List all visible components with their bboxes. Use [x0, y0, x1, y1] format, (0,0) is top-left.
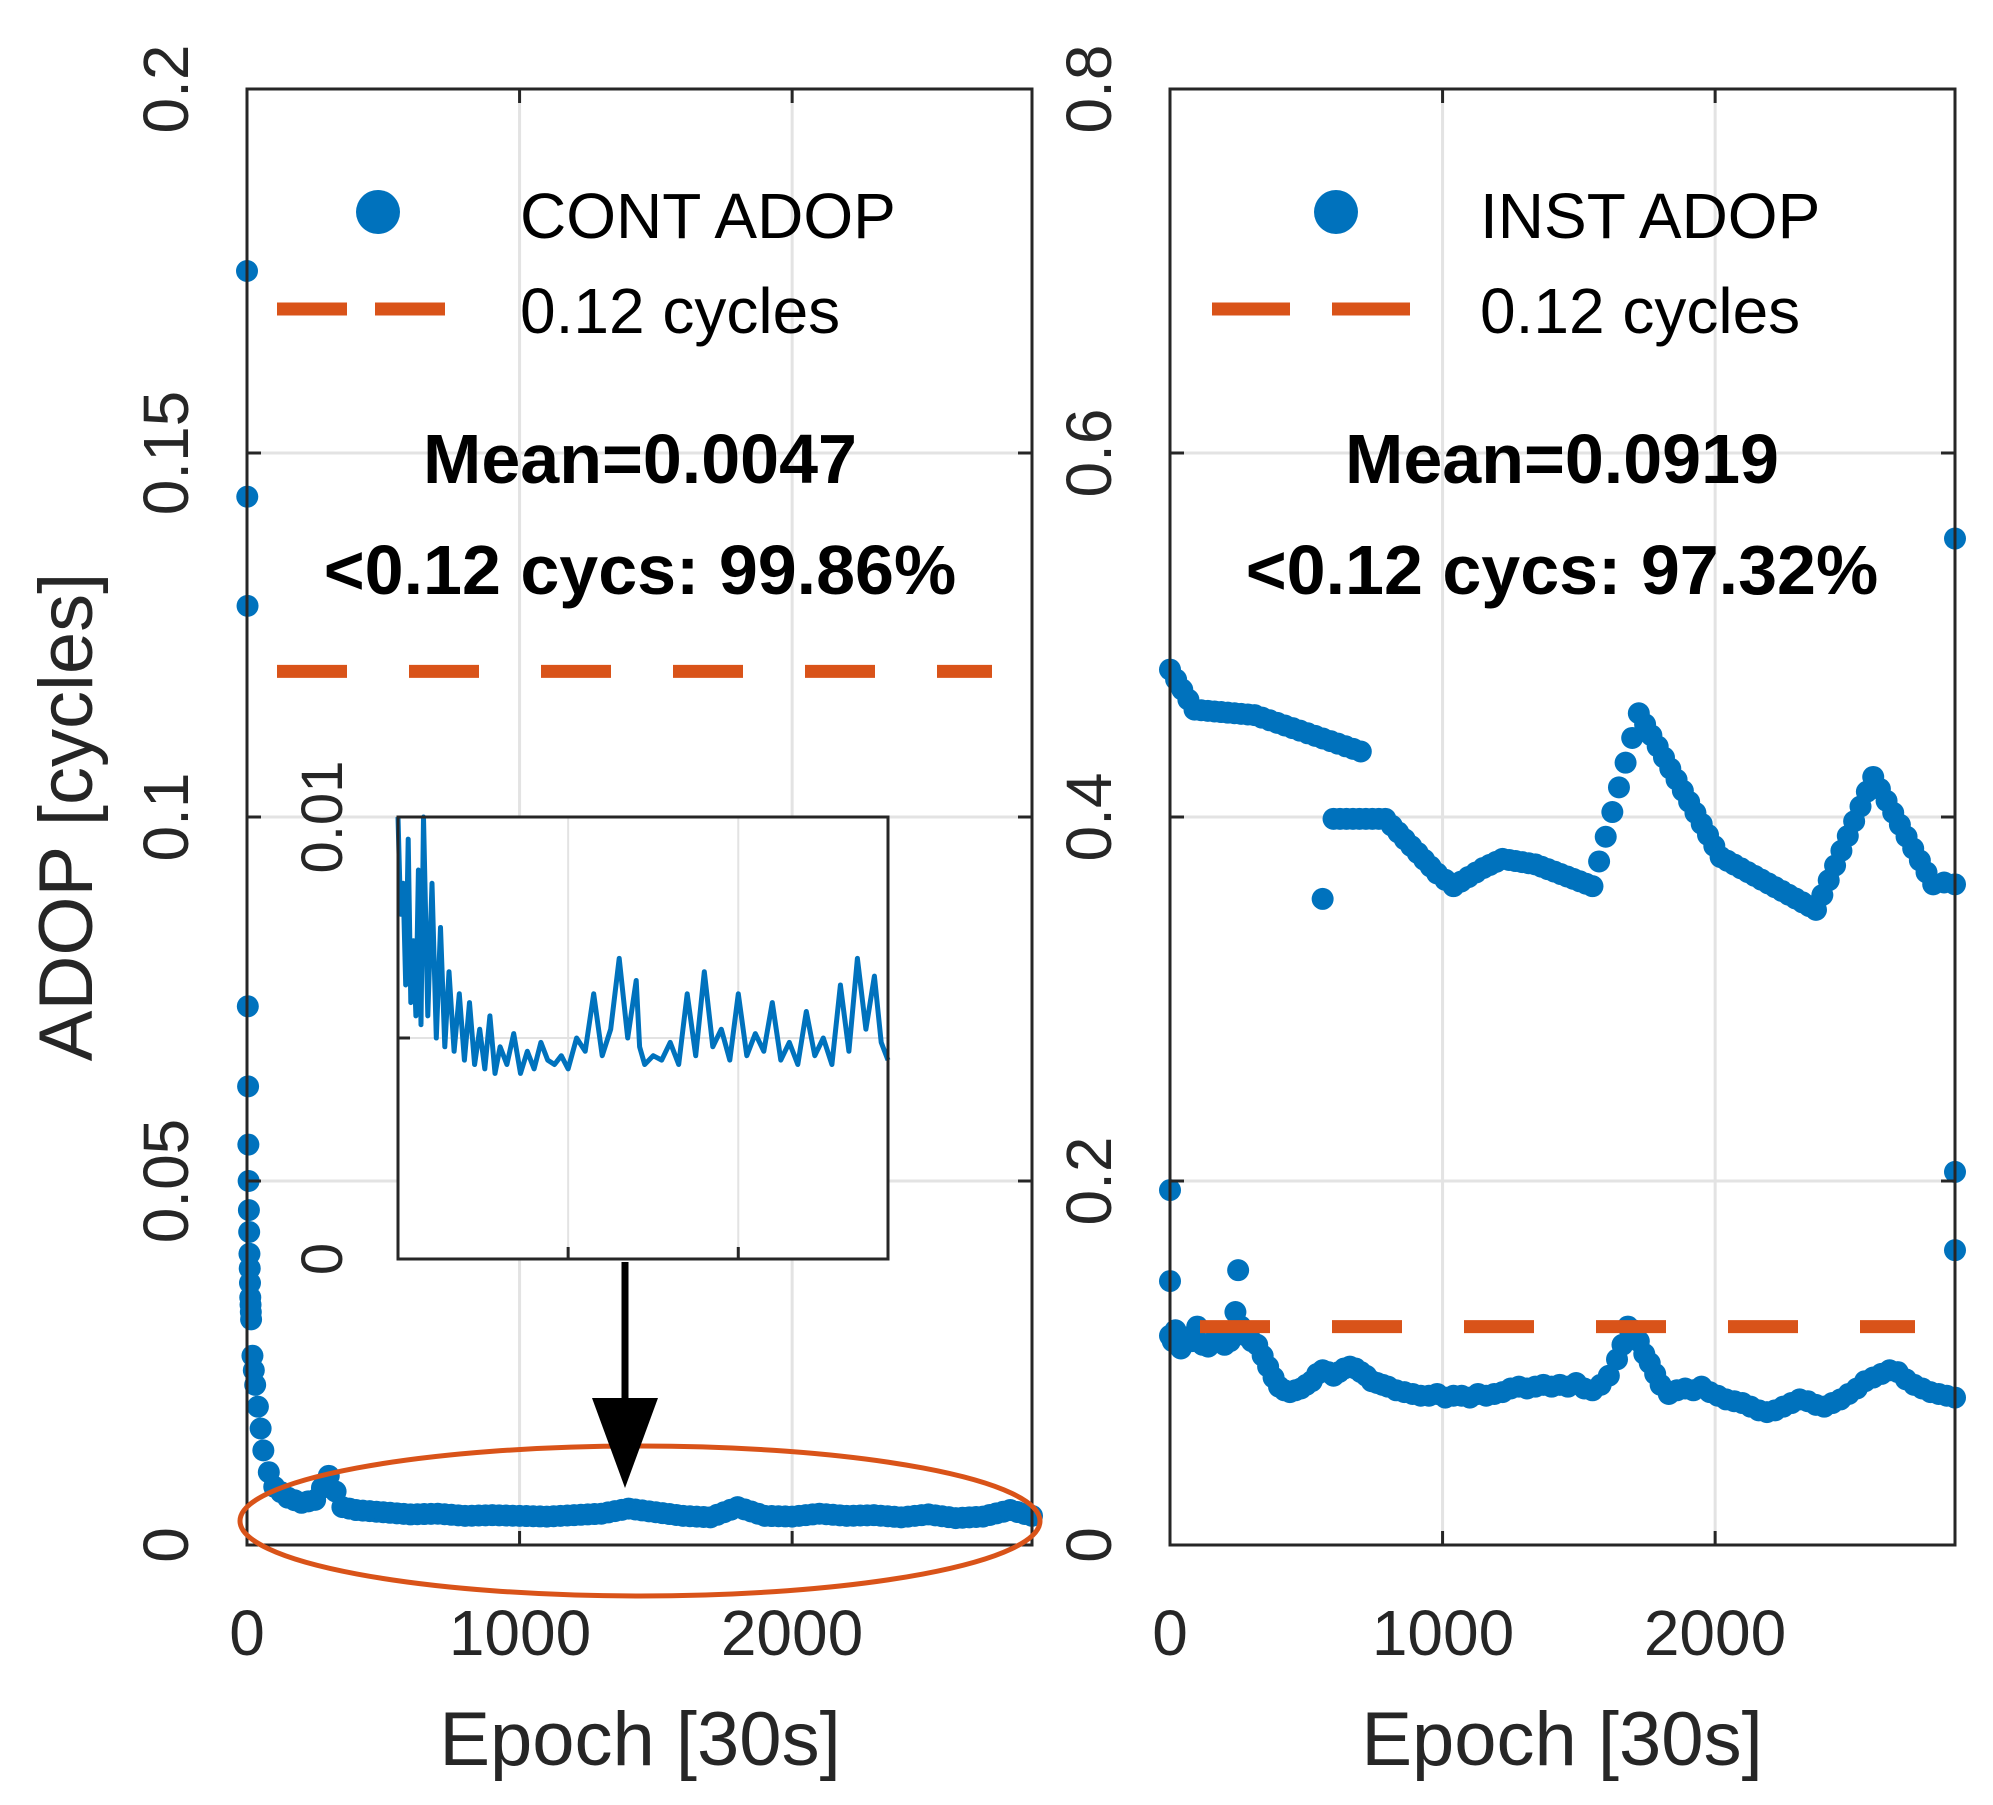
right-data-point — [1349, 740, 1372, 763]
right-ytick-2: 0.4 — [1053, 773, 1125, 862]
right-legend: INST ADOP 0.12 cycles — [1212, 180, 1820, 347]
right-ytick-3: 0.6 — [1053, 409, 1125, 498]
left-xtick-0: 0 — [229, 1597, 265, 1669]
inset-ytick-1: 0.01 — [290, 761, 355, 874]
left-data-marks — [236, 260, 1043, 1530]
left-data-point — [244, 1373, 267, 1396]
right-fraction-annotation: <0.12 cycs: 97.32% — [1246, 531, 1878, 609]
right-data-point — [1597, 1364, 1620, 1387]
right-tick-marks — [1168, 87, 1955, 1547]
inset-arrow-head — [592, 1398, 658, 1488]
right-data-point — [1594, 825, 1617, 848]
right-x-axis-label: Epoch [30s] — [1361, 1697, 1762, 1782]
inset-arrow — [592, 1262, 658, 1488]
left-ytick-1: 0.05 — [130, 1119, 202, 1244]
right-data-point — [1614, 751, 1637, 774]
left-legend: CONT ADOP 0.12 cycles — [277, 180, 896, 347]
inset-ytick-0: 0 — [290, 1243, 355, 1275]
left-fraction-annotation: <0.12 cycs: 99.86% — [324, 531, 956, 609]
left-data-point — [249, 1417, 272, 1440]
right-data-point — [1621, 726, 1644, 749]
left-tick-marks — [245, 87, 1032, 1547]
right-x-tick-labels: 0 1000 2000 — [1152, 1597, 1786, 1669]
left-xtick-1: 1000 — [449, 1597, 591, 1669]
left-data-point — [246, 1395, 269, 1418]
right-xtick-1: 1000 — [1372, 1597, 1514, 1669]
right-data-point — [1588, 850, 1611, 873]
right-legend-marker — [1314, 190, 1358, 234]
right-xtick-2: 2000 — [1644, 1597, 1786, 1669]
inset: 0 0.01 — [290, 761, 891, 1275]
left-legend-threshold-label: 0.12 cycles — [520, 275, 840, 347]
right-xtick-0: 0 — [1152, 1597, 1188, 1669]
right-y-tick-labels: 0 0.2 0.4 0.6 0.8 — [1053, 45, 1125, 1563]
left-y-axis-label: ADOP [cycles] — [24, 573, 109, 1062]
left-data-point — [238, 1220, 261, 1243]
left-legend-marker — [356, 190, 400, 234]
right-mean-annotation: Mean=0.0919 — [1345, 420, 1779, 498]
right-data-point — [1581, 875, 1604, 898]
left-panel: 0 0.05 0.1 0.15 0.2 0 1000 2000 Epoch [3… — [24, 45, 1043, 1782]
right-ytick-4: 0.8 — [1053, 45, 1125, 134]
right-panel: 0 0.2 0.4 0.6 0.8 0 1000 2000 Epoch [30s… — [1053, 45, 1966, 1782]
left-x-tick-labels: 0 1000 2000 — [229, 1597, 863, 1669]
left-data-point — [237, 1199, 260, 1222]
left-data-point — [240, 1308, 263, 1331]
left-mean-annotation: Mean=0.0047 — [423, 420, 857, 498]
right-ytick-1: 0.2 — [1053, 1137, 1125, 1226]
left-ytick-3: 0.15 — [130, 391, 202, 516]
left-ytick-4: 0.2 — [130, 45, 202, 134]
right-grid — [1170, 89, 1955, 1545]
right-ytick-0: 0 — [1053, 1527, 1125, 1563]
right-legend-threshold-label: 0.12 cycles — [1480, 275, 1800, 347]
inset-tick-marks — [398, 1036, 740, 1259]
left-y-tick-labels: 0 0.05 0.1 0.15 0.2 — [130, 45, 202, 1563]
right-data-point — [1311, 887, 1334, 910]
left-ytick-2: 0.1 — [130, 773, 202, 862]
left-ytick-0: 0 — [130, 1527, 202, 1563]
left-x-axis-label: Epoch [30s] — [439, 1697, 840, 1782]
right-data-point — [1227, 1259, 1250, 1282]
right-legend-series-label: INST ADOP — [1480, 180, 1820, 252]
right-data-point — [1607, 776, 1630, 799]
left-xtick-2: 2000 — [721, 1597, 863, 1669]
left-data-point — [252, 1439, 275, 1462]
right-data-point — [1601, 801, 1624, 824]
left-legend-series-label: CONT ADOP — [520, 180, 896, 252]
inset-series-line — [395, 814, 891, 1076]
